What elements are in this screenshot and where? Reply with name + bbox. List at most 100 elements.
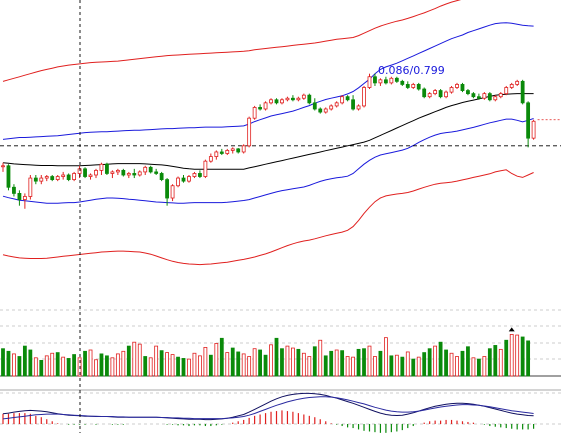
candle-72 bbox=[394, 76, 399, 83]
volume-bar-92 bbox=[504, 339, 509, 377]
candle-8 bbox=[44, 174, 49, 182]
volume-bar-32 bbox=[176, 356, 180, 377]
candle-body-28 bbox=[154, 171, 159, 174]
volume-bar-44 bbox=[241, 353, 246, 377]
candle-body-86 bbox=[471, 93, 476, 98]
candle-10 bbox=[55, 174, 60, 182]
candle-57 bbox=[312, 98, 317, 111]
candle-body-48 bbox=[263, 102, 268, 110]
candle-body-83 bbox=[455, 84, 459, 88]
volume-bar-52 bbox=[285, 345, 290, 377]
candle-97 bbox=[531, 119, 536, 140]
candle-body-60 bbox=[329, 105, 334, 110]
candle-21 bbox=[115, 168, 120, 175]
candle-body-27 bbox=[148, 166, 153, 173]
candle-50 bbox=[274, 98, 279, 105]
candle-87 bbox=[476, 93, 481, 100]
volume-bar-87 bbox=[476, 358, 481, 377]
candle-93 bbox=[509, 82, 514, 90]
candle-body-65 bbox=[356, 105, 361, 110]
volume-bar-88 bbox=[482, 356, 487, 377]
volume-bar-74 bbox=[405, 351, 410, 377]
candle-82 bbox=[449, 85, 454, 94]
volume-bar-18 bbox=[99, 353, 104, 377]
candle-16 bbox=[88, 173, 93, 180]
volume-bar-54 bbox=[296, 348, 301, 377]
candles[interactable] bbox=[1, 73, 536, 209]
candle-12 bbox=[66, 173, 71, 182]
candle-body-88 bbox=[482, 93, 487, 99]
candle-96 bbox=[526, 101, 531, 148]
volume-bar-40 bbox=[219, 337, 224, 377]
volume-bar-53 bbox=[291, 347, 295, 377]
volume-bar-11 bbox=[61, 356, 66, 377]
candle-22 bbox=[121, 168, 126, 177]
candle-body-34 bbox=[187, 176, 191, 182]
candle-76 bbox=[416, 82, 421, 91]
volume-bar-12 bbox=[66, 358, 71, 377]
candle-body-37 bbox=[203, 160, 208, 177]
candle-body-8 bbox=[44, 176, 49, 179]
lower-bollinger-line bbox=[2, 118, 534, 204]
volume-bar-71 bbox=[389, 355, 394, 377]
candle-39 bbox=[214, 150, 219, 160]
candle-70 bbox=[383, 76, 388, 85]
candle-75 bbox=[411, 82, 416, 90]
candle-7 bbox=[39, 174, 44, 185]
candle-body-17 bbox=[94, 169, 98, 176]
volume-bar-94 bbox=[515, 334, 520, 377]
volume-bar-2 bbox=[12, 353, 16, 377]
volume-bar-24 bbox=[132, 341, 137, 377]
candle-body-62 bbox=[340, 96, 345, 104]
volume-bar-16 bbox=[88, 349, 93, 377]
candle-body-46 bbox=[252, 107, 257, 119]
volume-bar-66 bbox=[362, 348, 366, 377]
volume-bar-8 bbox=[44, 355, 49, 377]
volume-bar-39 bbox=[214, 343, 219, 377]
candle-body-35 bbox=[192, 173, 197, 177]
candle-52 bbox=[285, 96, 290, 102]
volume-bar-95 bbox=[520, 336, 525, 377]
candle-body-70 bbox=[383, 79, 388, 84]
volume-bar-68 bbox=[373, 356, 377, 377]
candle-29 bbox=[159, 171, 164, 182]
candle-66 bbox=[362, 85, 366, 108]
macd-panel bbox=[2, 392, 535, 433]
candle-body-38 bbox=[208, 156, 213, 162]
candle-body-40 bbox=[219, 151, 224, 154]
volume-bar-62 bbox=[340, 350, 345, 377]
volume-bar-20 bbox=[110, 357, 115, 377]
candle-65 bbox=[356, 104, 361, 111]
candle-body-90 bbox=[493, 96, 498, 101]
candle-body-4 bbox=[22, 196, 27, 200]
candle-body-22 bbox=[121, 169, 126, 176]
candle-0 bbox=[1, 162, 5, 172]
candle-86 bbox=[471, 92, 476, 99]
candle-body-67 bbox=[367, 76, 372, 88]
volume-bar-63 bbox=[345, 356, 350, 377]
volume-bar-60 bbox=[329, 350, 334, 377]
candle-body-41 bbox=[225, 150, 230, 154]
volume-bar-37 bbox=[203, 346, 208, 377]
volume-bar-86 bbox=[471, 357, 476, 377]
candle-body-95 bbox=[520, 80, 525, 104]
candle-25 bbox=[137, 170, 142, 177]
volume-bar-83 bbox=[455, 356, 459, 377]
candle-46 bbox=[252, 105, 257, 120]
volume-bar-10 bbox=[55, 352, 60, 377]
candle-84 bbox=[460, 82, 465, 93]
volume-bar-96 bbox=[526, 340, 531, 377]
candle-body-29 bbox=[159, 173, 164, 180]
candle-body-13 bbox=[72, 173, 77, 180]
volume-bar-89 bbox=[487, 348, 492, 377]
candle-63 bbox=[345, 95, 350, 102]
volume-bar-15 bbox=[83, 350, 87, 377]
volume-bar-42 bbox=[230, 347, 235, 377]
candle-19 bbox=[105, 162, 109, 175]
candle-62 bbox=[340, 95, 345, 105]
volume-bar-84 bbox=[460, 350, 465, 377]
candle-body-1 bbox=[6, 165, 11, 188]
candle-body-11 bbox=[61, 174, 66, 177]
